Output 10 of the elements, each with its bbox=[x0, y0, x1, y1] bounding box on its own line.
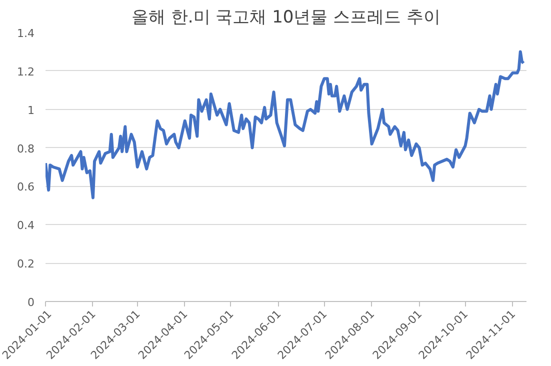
chart-title: 올해 한.미 국고채 10년물 스프레드 추이 bbox=[131, 8, 441, 28]
y-tick-label: 1.4 bbox=[17, 27, 35, 40]
y-tick-label: 0.4 bbox=[17, 219, 35, 232]
y-tick-label: 1.2 bbox=[17, 65, 35, 78]
y-tick-label: 0.2 bbox=[17, 258, 35, 271]
y-tick-label: 0.8 bbox=[17, 142, 35, 156]
y-tick-label: 0.6 bbox=[17, 180, 35, 194]
y-tick-label: 0 bbox=[28, 296, 34, 309]
y-tick-label: 1 bbox=[28, 104, 34, 117]
line-series bbox=[46, 50, 525, 200]
